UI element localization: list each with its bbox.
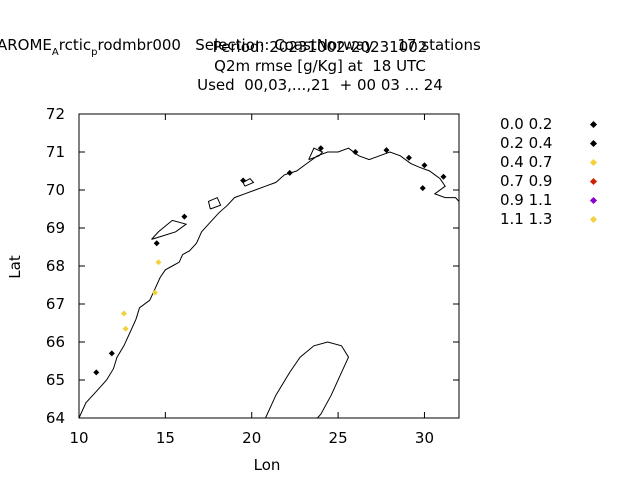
station-point xyxy=(286,169,293,176)
coastline xyxy=(78,147,460,419)
x-tick-label: 25 xyxy=(329,429,348,447)
legend-label: 0.7 0.9 xyxy=(500,172,553,190)
station-point xyxy=(122,325,129,332)
station-point xyxy=(93,369,100,376)
station-point xyxy=(240,177,247,184)
station-points xyxy=(93,145,447,376)
station-point xyxy=(155,259,162,266)
station-point xyxy=(440,173,447,180)
coastline-segment xyxy=(207,196,222,210)
coastline-segment xyxy=(308,147,324,161)
y-tick-label: 67 xyxy=(46,295,65,313)
y-tick-label: 66 xyxy=(46,333,65,351)
legend-label: 0.9 1.1 xyxy=(500,191,553,209)
chart-title-variable: Q2m rmse [g/Kg] at 18 UTC xyxy=(214,57,426,75)
x-tick-label: 15 xyxy=(156,429,175,447)
station-point xyxy=(317,145,324,152)
station-point xyxy=(419,185,426,192)
plot-frame xyxy=(78,113,460,419)
coastline-segment xyxy=(265,341,350,419)
chart-title-period: Period: 20231002-20231002 xyxy=(212,38,428,56)
station-point xyxy=(153,240,160,247)
legend-label: 0.2 0.4 xyxy=(500,134,553,152)
legend-label: 0.4 0.7 xyxy=(500,153,553,171)
title-part-c: rodmbr000 Selection: CoastNorway 17 stat… xyxy=(97,36,481,54)
y-axis-label: Lat xyxy=(6,255,24,279)
y-tick-label: 69 xyxy=(46,219,65,237)
title-sub-a: A xyxy=(51,47,59,58)
y-tick-label: 68 xyxy=(46,257,65,275)
coastline-segment xyxy=(242,177,255,187)
coastline-segment xyxy=(78,147,460,419)
station-point xyxy=(383,147,390,154)
station-point xyxy=(152,289,158,296)
title-sub-p: p xyxy=(91,47,98,58)
station-point xyxy=(181,213,188,220)
x-tick-label: 30 xyxy=(415,429,434,447)
y-tick-label: 70 xyxy=(46,181,65,199)
legend-label: 1.1 1.3 xyxy=(500,210,553,228)
station-point xyxy=(108,350,115,357)
chart-title-line1: xp: AROMEArcticprodmbr000 Selection: Coa… xyxy=(0,18,540,58)
y-tick-label: 71 xyxy=(46,143,65,161)
coastline-segment xyxy=(151,219,188,240)
chart-title-used: Used 00,03,...,21 + 00 03 ... 24 xyxy=(197,76,443,94)
x-tick-label: 20 xyxy=(242,429,261,447)
y-tick-label: 72 xyxy=(46,105,65,123)
y-tick-label: 64 xyxy=(46,409,65,427)
station-point xyxy=(352,149,359,155)
station-point xyxy=(421,162,428,169)
station-point xyxy=(405,154,412,161)
y-tick-label: 65 xyxy=(46,371,65,389)
legend-label: 0.0 0.2 xyxy=(500,115,553,133)
x-axis-label: Lon xyxy=(254,456,281,474)
title-part-a: xp: AROME xyxy=(0,36,52,54)
title-part-b: rctic xyxy=(58,36,92,54)
x-tick-label: 10 xyxy=(69,429,88,447)
station-point xyxy=(120,310,127,317)
axis-ticks: 10 15 20 25 30 64 65 66 67 68 69 70 71 72 xyxy=(46,105,459,447)
